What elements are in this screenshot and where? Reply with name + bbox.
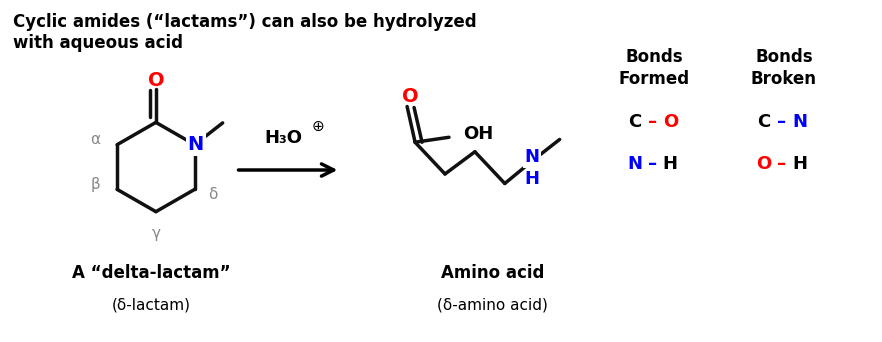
Text: H: H [524, 170, 539, 188]
Text: O: O [147, 71, 164, 90]
Text: H: H [662, 155, 677, 173]
Text: –: – [647, 155, 657, 173]
Text: –: – [647, 114, 657, 131]
Text: –: – [777, 114, 787, 131]
Text: Amino acid: Amino acid [441, 264, 544, 282]
Text: Bonds
Formed: Bonds Formed [619, 48, 690, 88]
Text: (δ-lactam): (δ-lactam) [111, 298, 191, 312]
Text: O: O [662, 114, 678, 131]
Text: H: H [792, 155, 807, 173]
Text: Cyclic amides (“lactams”) can also be hydrolyzed
with aqueous acid: Cyclic amides (“lactams”) can also be hy… [13, 13, 477, 52]
Text: N: N [627, 155, 642, 173]
Text: O: O [757, 155, 772, 173]
Text: H₃O: H₃O [264, 129, 302, 147]
Text: α: α [90, 132, 101, 147]
Text: C: C [628, 114, 641, 131]
Text: β: β [90, 177, 100, 192]
Text: (δ-amino acid): (δ-amino acid) [437, 298, 548, 312]
Text: OH: OH [463, 125, 493, 143]
Text: Bonds
Broken: Bonds Broken [751, 48, 817, 88]
Text: C: C [758, 114, 771, 131]
Text: N: N [792, 114, 807, 131]
Text: A “delta-lactam”: A “delta-lactam” [71, 264, 230, 282]
Text: O: O [402, 87, 419, 106]
Text: γ: γ [152, 226, 161, 241]
Text: N: N [188, 135, 204, 154]
Text: ⊕: ⊕ [311, 119, 325, 134]
Text: N: N [524, 148, 539, 166]
Text: δ: δ [208, 187, 217, 202]
Text: –: – [777, 155, 787, 173]
